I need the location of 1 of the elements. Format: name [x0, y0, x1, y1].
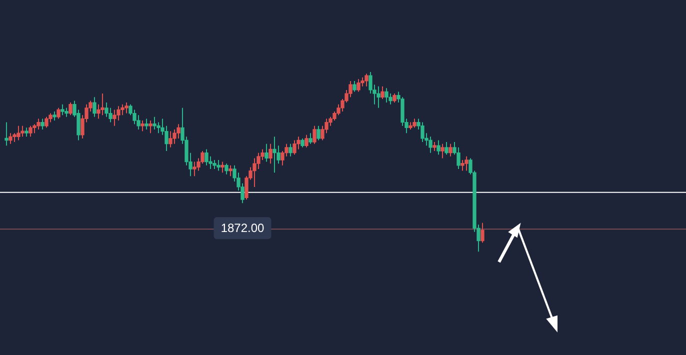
annotation: 1872.00 — [220, 220, 265, 235]
